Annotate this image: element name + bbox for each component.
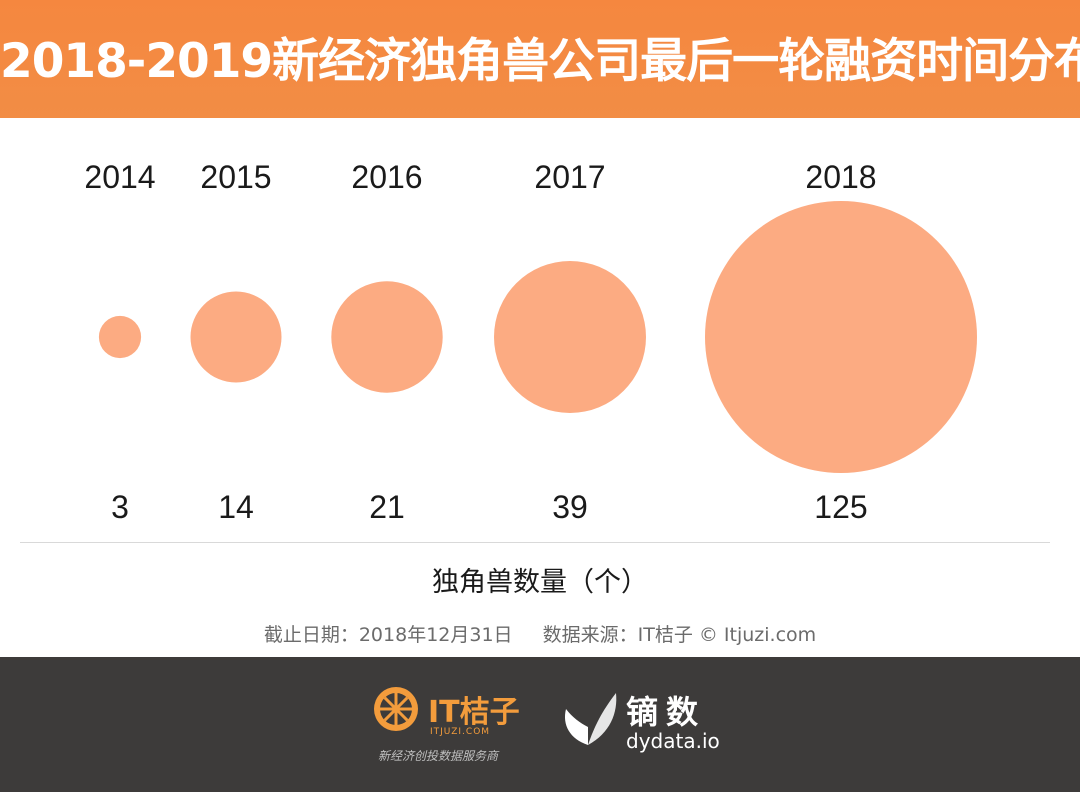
itjuzi-slogan: 新经济创投数据服务商 <box>378 749 499 763</box>
bubble-chart: 2014 3 2015 14 2016 21 2017 39 2018 125 <box>84 159 977 525</box>
bubble-2015 <box>190 291 282 383</box>
year-label-2015: 2015 <box>200 159 271 195</box>
year-label-2014: 2014 <box>84 159 155 195</box>
cutoff-date: 截止日期：2018年12月31日 <box>263 624 513 646</box>
year-label-2017: 2017 <box>534 159 605 195</box>
value-label-2017: 39 <box>552 489 588 525</box>
value-label-2016: 21 <box>369 489 405 525</box>
itjuzi-name: IT桔子 <box>428 695 520 730</box>
dydata-domain: dydata.io <box>626 729 720 753</box>
dydata-logo: 镝数 dydata.io <box>560 683 760 773</box>
itjuzi-logo: IT桔子 ITJUZI.COM 新经济创投数据服务商 <box>372 683 542 773</box>
orange-slice-icon <box>374 687 418 731</box>
footer-bar: IT桔子 ITJUZI.COM 新经济创投数据服务商 镝数 dydata.io <box>0 657 1080 792</box>
bubble-2018 <box>705 201 977 473</box>
data-source: 数据来源：IT桔子 © Itjuzi.com <box>542 624 817 646</box>
bubble-2014 <box>98 315 142 359</box>
axis-caption: 独角兽数量（个） <box>432 567 648 598</box>
bubble-2017 <box>494 261 646 413</box>
butterfly-icon <box>564 693 617 745</box>
itjuzi-domain: ITJUZI.COM <box>430 727 491 737</box>
value-label-2015: 14 <box>218 489 254 525</box>
dydata-name: 镝数 <box>626 693 707 731</box>
year-label-2018: 2018 <box>805 159 876 195</box>
value-label-2018: 125 <box>814 489 867 525</box>
year-label-2016: 2016 <box>351 159 422 195</box>
source-line: 截止日期：2018年12月31日 数据来源：IT桔子 © Itjuzi.com <box>0 620 1080 647</box>
header-banner: 2018-2019新经济独角兽公司最后一轮融资时间分布 <box>0 0 1080 118</box>
value-label-2014: 3 <box>111 489 129 525</box>
chart-title: 2018-2019新经济独角兽公司最后一轮融资时间分布 <box>0 34 1080 89</box>
bubble-2016 <box>331 281 443 393</box>
divider-line <box>20 542 1050 543</box>
